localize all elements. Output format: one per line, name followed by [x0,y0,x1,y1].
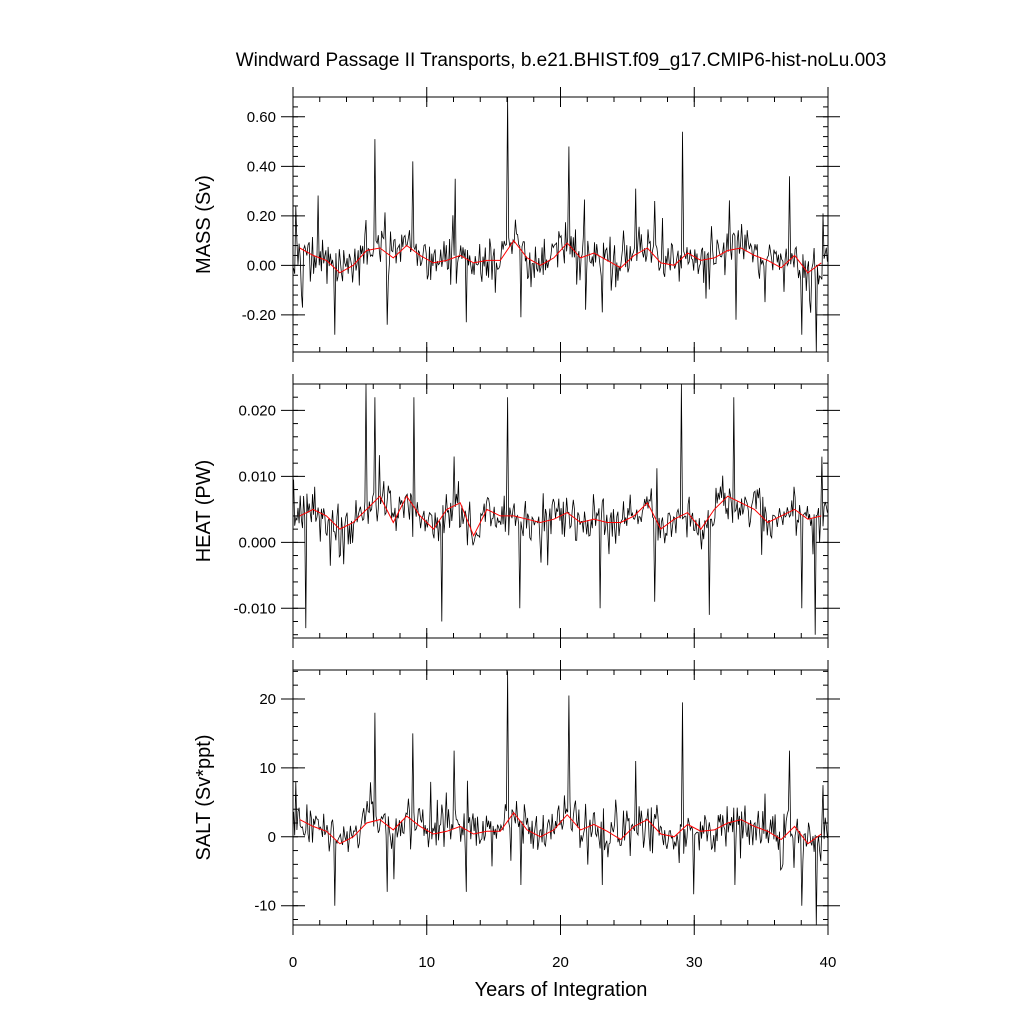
x-tick-label: 30 [686,954,703,971]
y-tick-label: 0.40 [247,158,276,175]
x-axis-title: Years of Integration [475,979,648,1001]
panel-frame [292,669,829,926]
x-tick-label: 0 [289,954,297,971]
chart-title: Windward Passage II Transports, b.e21.BH… [236,50,887,71]
y-tick-label: 0 [268,829,276,846]
y-tick-label: 0.000 [238,534,276,551]
panel-frame [292,96,829,353]
y-tick-label: 0.20 [247,208,276,225]
annual-mean-line [299,239,822,274]
y-tick-label: 10 [259,760,276,777]
y-tick-label: 0.60 [247,109,276,126]
y-tick-label: -0.20 [242,307,276,324]
monthly-series-line [293,671,828,926]
y-tick-label: 0.020 [238,402,276,419]
panel-salt: -10 0 10 20 SALT (Sv*ppt) [193,660,840,935]
x-tick-label: 20 [552,954,569,971]
y-tick-label: 20 [259,691,276,708]
monthly-series-line [293,383,828,635]
y-tick-label: 0.010 [238,468,276,485]
panel-heat: -0.010 0.000 0.010 0.020 HEAT (PW) [193,374,840,648]
y-tick-label: -10 [254,898,276,915]
annual-mean-line [299,495,822,537]
y-axis-title-heat: HEAT (PW) [193,460,215,563]
x-tick-label: 10 [418,954,435,971]
y-tick-label: -0.010 [233,600,276,617]
y-tick-label: 0.00 [247,257,276,274]
y-axis-title-mass: MASS (Sv) [193,175,215,274]
annual-mean-line [299,811,822,845]
monthly-series-line [293,96,828,353]
panels: -0.20 0.00 0.20 0.40 0.60 MASS (Sv) -0.010 0.00… [193,87,840,971]
y-axis-title-salt: SALT (Sv*ppt) [193,735,215,861]
x-tick-label: 40 [820,954,837,971]
panel-mass: -0.20 0.00 0.20 0.40 0.60 MASS (Sv) [193,87,840,362]
